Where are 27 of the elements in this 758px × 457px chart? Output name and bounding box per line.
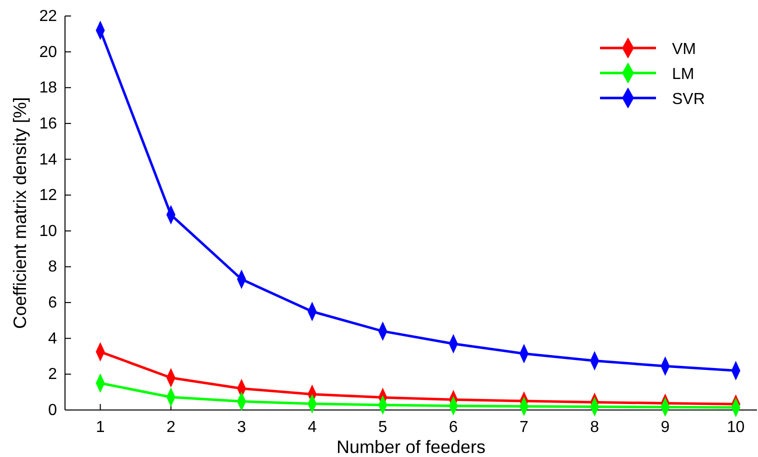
legend-label: VM: [672, 41, 696, 58]
y-tick-label: 2: [48, 366, 58, 384]
x-tick-label: 1: [96, 419, 105, 436]
x-tick-label: 2: [166, 419, 176, 436]
legend-label: SVR: [672, 91, 705, 108]
x-tick-label: 3: [237, 419, 246, 436]
x-tick-label: 5: [378, 419, 388, 436]
y-tick-label: 20: [39, 44, 58, 61]
y-tick-label: 10: [39, 222, 58, 240]
y-tick-label: 4: [48, 330, 58, 348]
legend-label: LM: [672, 66, 694, 83]
y-axis-title: Coefficient matrix density [%]: [10, 97, 30, 329]
y-tick-label: 14: [39, 151, 58, 168]
y-tick-label: 6: [48, 294, 58, 312]
y-tick-label: 18: [39, 80, 58, 97]
x-tick-label: 9: [660, 419, 670, 436]
x-tick-label: 6: [448, 419, 458, 436]
x-axis-title: Number of feeders: [336, 437, 486, 457]
x-tick-label: 7: [520, 419, 529, 436]
y-tick-label: 16: [39, 115, 58, 132]
x-tick-label: 8: [590, 419, 600, 436]
x-tick-label: 4: [308, 419, 317, 436]
y-tick-label: 22: [39, 8, 58, 25]
y-tick-label: 12: [39, 187, 58, 204]
y-tick-label: 0: [48, 402, 58, 419]
x-tick-label: 10: [726, 419, 745, 436]
y-tick-label: 8: [48, 258, 58, 276]
